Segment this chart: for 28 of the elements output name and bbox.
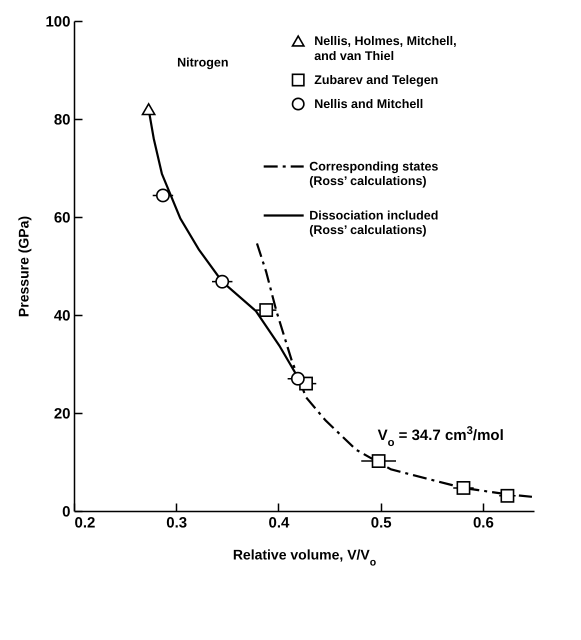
y-tick-label: 80 — [54, 112, 70, 128]
y-tick-label: 100 — [45, 14, 70, 30]
point — [156, 188, 170, 202]
legend-label: Nellis and Mitchell — [314, 97, 424, 111]
legend-label: Nellis, Holmes, Mitchell, and van Thiel — [314, 34, 457, 63]
y-axis-title: Pressure (GPa) — [15, 216, 32, 318]
x-axis-title: Relative volume, V/V$_{o}$ — [232, 546, 376, 568]
y-tick-label: 40 — [54, 308, 70, 324]
x-tick-label: 0.5 — [370, 514, 392, 532]
x-tick-label: 0.4 — [268, 514, 290, 532]
point — [259, 303, 274, 318]
point — [142, 103, 156, 116]
legend-label: Dissociation included (Ross’ calculations) — [309, 208, 438, 237]
annotation: V$_{o}$ = 34.7 cm$^{3}$/mol — [378, 425, 504, 450]
x-tick-label: 0.3 — [166, 514, 188, 532]
y-tick-label: 20 — [54, 406, 70, 422]
y-tick-label: 60 — [54, 210, 70, 226]
legend-label: Zubarev and Telegen — [314, 73, 438, 87]
x-tick-label: 0.2 — [74, 514, 96, 532]
y-tick-label: 0 — [62, 504, 70, 520]
legend-label: Corresponding states (Ross’ calculations) — [309, 160, 438, 188]
point — [372, 454, 386, 468]
point — [215, 274, 230, 289]
point — [456, 481, 470, 495]
x-tick-label: 0.6 — [472, 514, 494, 532]
annotation: Nitrogen — [177, 56, 228, 70]
point — [500, 488, 514, 503]
point — [290, 372, 305, 386]
